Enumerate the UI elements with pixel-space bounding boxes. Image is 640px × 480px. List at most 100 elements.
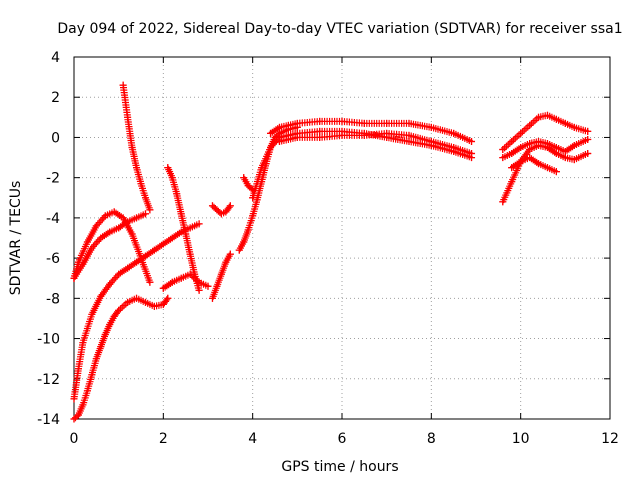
data-point	[217, 270, 225, 278]
chart-title: Day 094 of 2022, Sidereal Day-to-day VTE…	[57, 21, 622, 37]
data-point	[316, 117, 324, 125]
series-track-7	[159, 270, 212, 292]
data-point	[141, 252, 149, 260]
data-point	[133, 164, 141, 172]
x-tick-label: 6	[338, 431, 347, 447]
data-point	[543, 164, 551, 172]
data-point	[543, 144, 551, 151]
data-point	[177, 210, 185, 218]
data-point	[584, 150, 592, 158]
series-track-12	[249, 127, 476, 202]
data-point	[584, 127, 592, 135]
data-point	[226, 250, 234, 258]
data-point	[208, 294, 216, 302]
data-point	[133, 294, 141, 302]
data-point	[499, 146, 507, 154]
data-point	[168, 174, 176, 182]
data-point	[74, 411, 82, 419]
data-point	[526, 146, 534, 154]
data-point	[244, 182, 252, 190]
data-point	[383, 119, 391, 127]
marker-trace	[70, 294, 172, 423]
data-point	[159, 284, 167, 292]
data-point	[226, 202, 234, 210]
data-point	[88, 310, 96, 318]
data-point	[450, 144, 458, 151]
data-point	[133, 214, 141, 222]
data-point	[526, 139, 534, 147]
data-point	[526, 154, 534, 162]
y-tick-label: -2	[46, 171, 60, 187]
marker-trace	[159, 270, 212, 292]
series-track-18	[508, 154, 560, 176]
y-tick-label: -6	[46, 251, 60, 267]
data-point	[110, 312, 118, 320]
data-point	[70, 274, 78, 282]
data-point	[543, 111, 551, 119]
y-tick-label: 2	[51, 90, 60, 106]
data-point	[284, 121, 292, 129]
data-point	[79, 260, 87, 268]
data-point	[159, 300, 167, 308]
series-track-15	[499, 111, 592, 154]
data-point	[124, 218, 132, 226]
data-point	[240, 238, 248, 246]
data-point	[275, 137, 283, 145]
y-axis-label: SDTVAR / TECUs	[8, 181, 24, 296]
series-track-4	[70, 294, 172, 423]
y-tick-label: -10	[37, 332, 60, 348]
data-point	[468, 137, 476, 145]
data-point	[561, 119, 569, 127]
data-point	[517, 144, 525, 151]
series-track-9	[208, 250, 234, 302]
data-point	[338, 131, 346, 139]
data-point	[101, 212, 109, 220]
data-point	[213, 206, 221, 214]
data-point	[195, 278, 203, 286]
x-axis: 0 2 4 6 8 10 12	[70, 57, 619, 447]
marker-trace	[235, 123, 301, 254]
y-tick-label: -12	[37, 372, 60, 388]
data-point	[124, 113, 132, 121]
data-point	[164, 164, 172, 172]
data-point	[213, 282, 221, 290]
data-point	[570, 123, 578, 131]
data-point	[182, 230, 190, 238]
x-axis-label: GPS time / hours	[281, 459, 398, 475]
series-track-8	[208, 202, 234, 218]
data-point	[517, 129, 525, 137]
data-point	[195, 286, 203, 294]
y-axis: -14 -12 -10 -8 -6 -4 -2 0 2 4	[37, 50, 610, 428]
series-track-10	[235, 123, 301, 254]
marker-trace	[249, 127, 475, 202]
data-point	[508, 178, 516, 186]
data-point	[405, 137, 413, 145]
data-point	[316, 133, 324, 141]
data-point	[222, 208, 230, 216]
data-point	[267, 129, 275, 137]
data-point	[508, 137, 516, 145]
marker-trace	[70, 208, 154, 286]
data-point	[124, 298, 132, 306]
data-point	[222, 258, 230, 266]
y-tick-label: 4	[51, 50, 60, 66]
data-point	[70, 415, 78, 423]
data-point	[115, 224, 123, 232]
data-point	[97, 343, 105, 351]
data-point	[146, 278, 154, 286]
data-point	[508, 164, 516, 172]
data-point	[383, 129, 391, 137]
x-tick-label: 12	[601, 431, 619, 447]
data-point	[293, 133, 301, 141]
data-point	[552, 144, 560, 151]
y-tick-label: -4	[46, 211, 60, 227]
x-tick-label: 2	[159, 431, 168, 447]
data-point	[267, 144, 275, 151]
data-point	[316, 127, 324, 135]
data-point	[164, 294, 172, 302]
data-point	[133, 258, 141, 266]
data-point	[535, 160, 543, 168]
data-point	[97, 292, 105, 300]
data-point	[173, 190, 181, 198]
x-tick-label: 0	[70, 431, 79, 447]
